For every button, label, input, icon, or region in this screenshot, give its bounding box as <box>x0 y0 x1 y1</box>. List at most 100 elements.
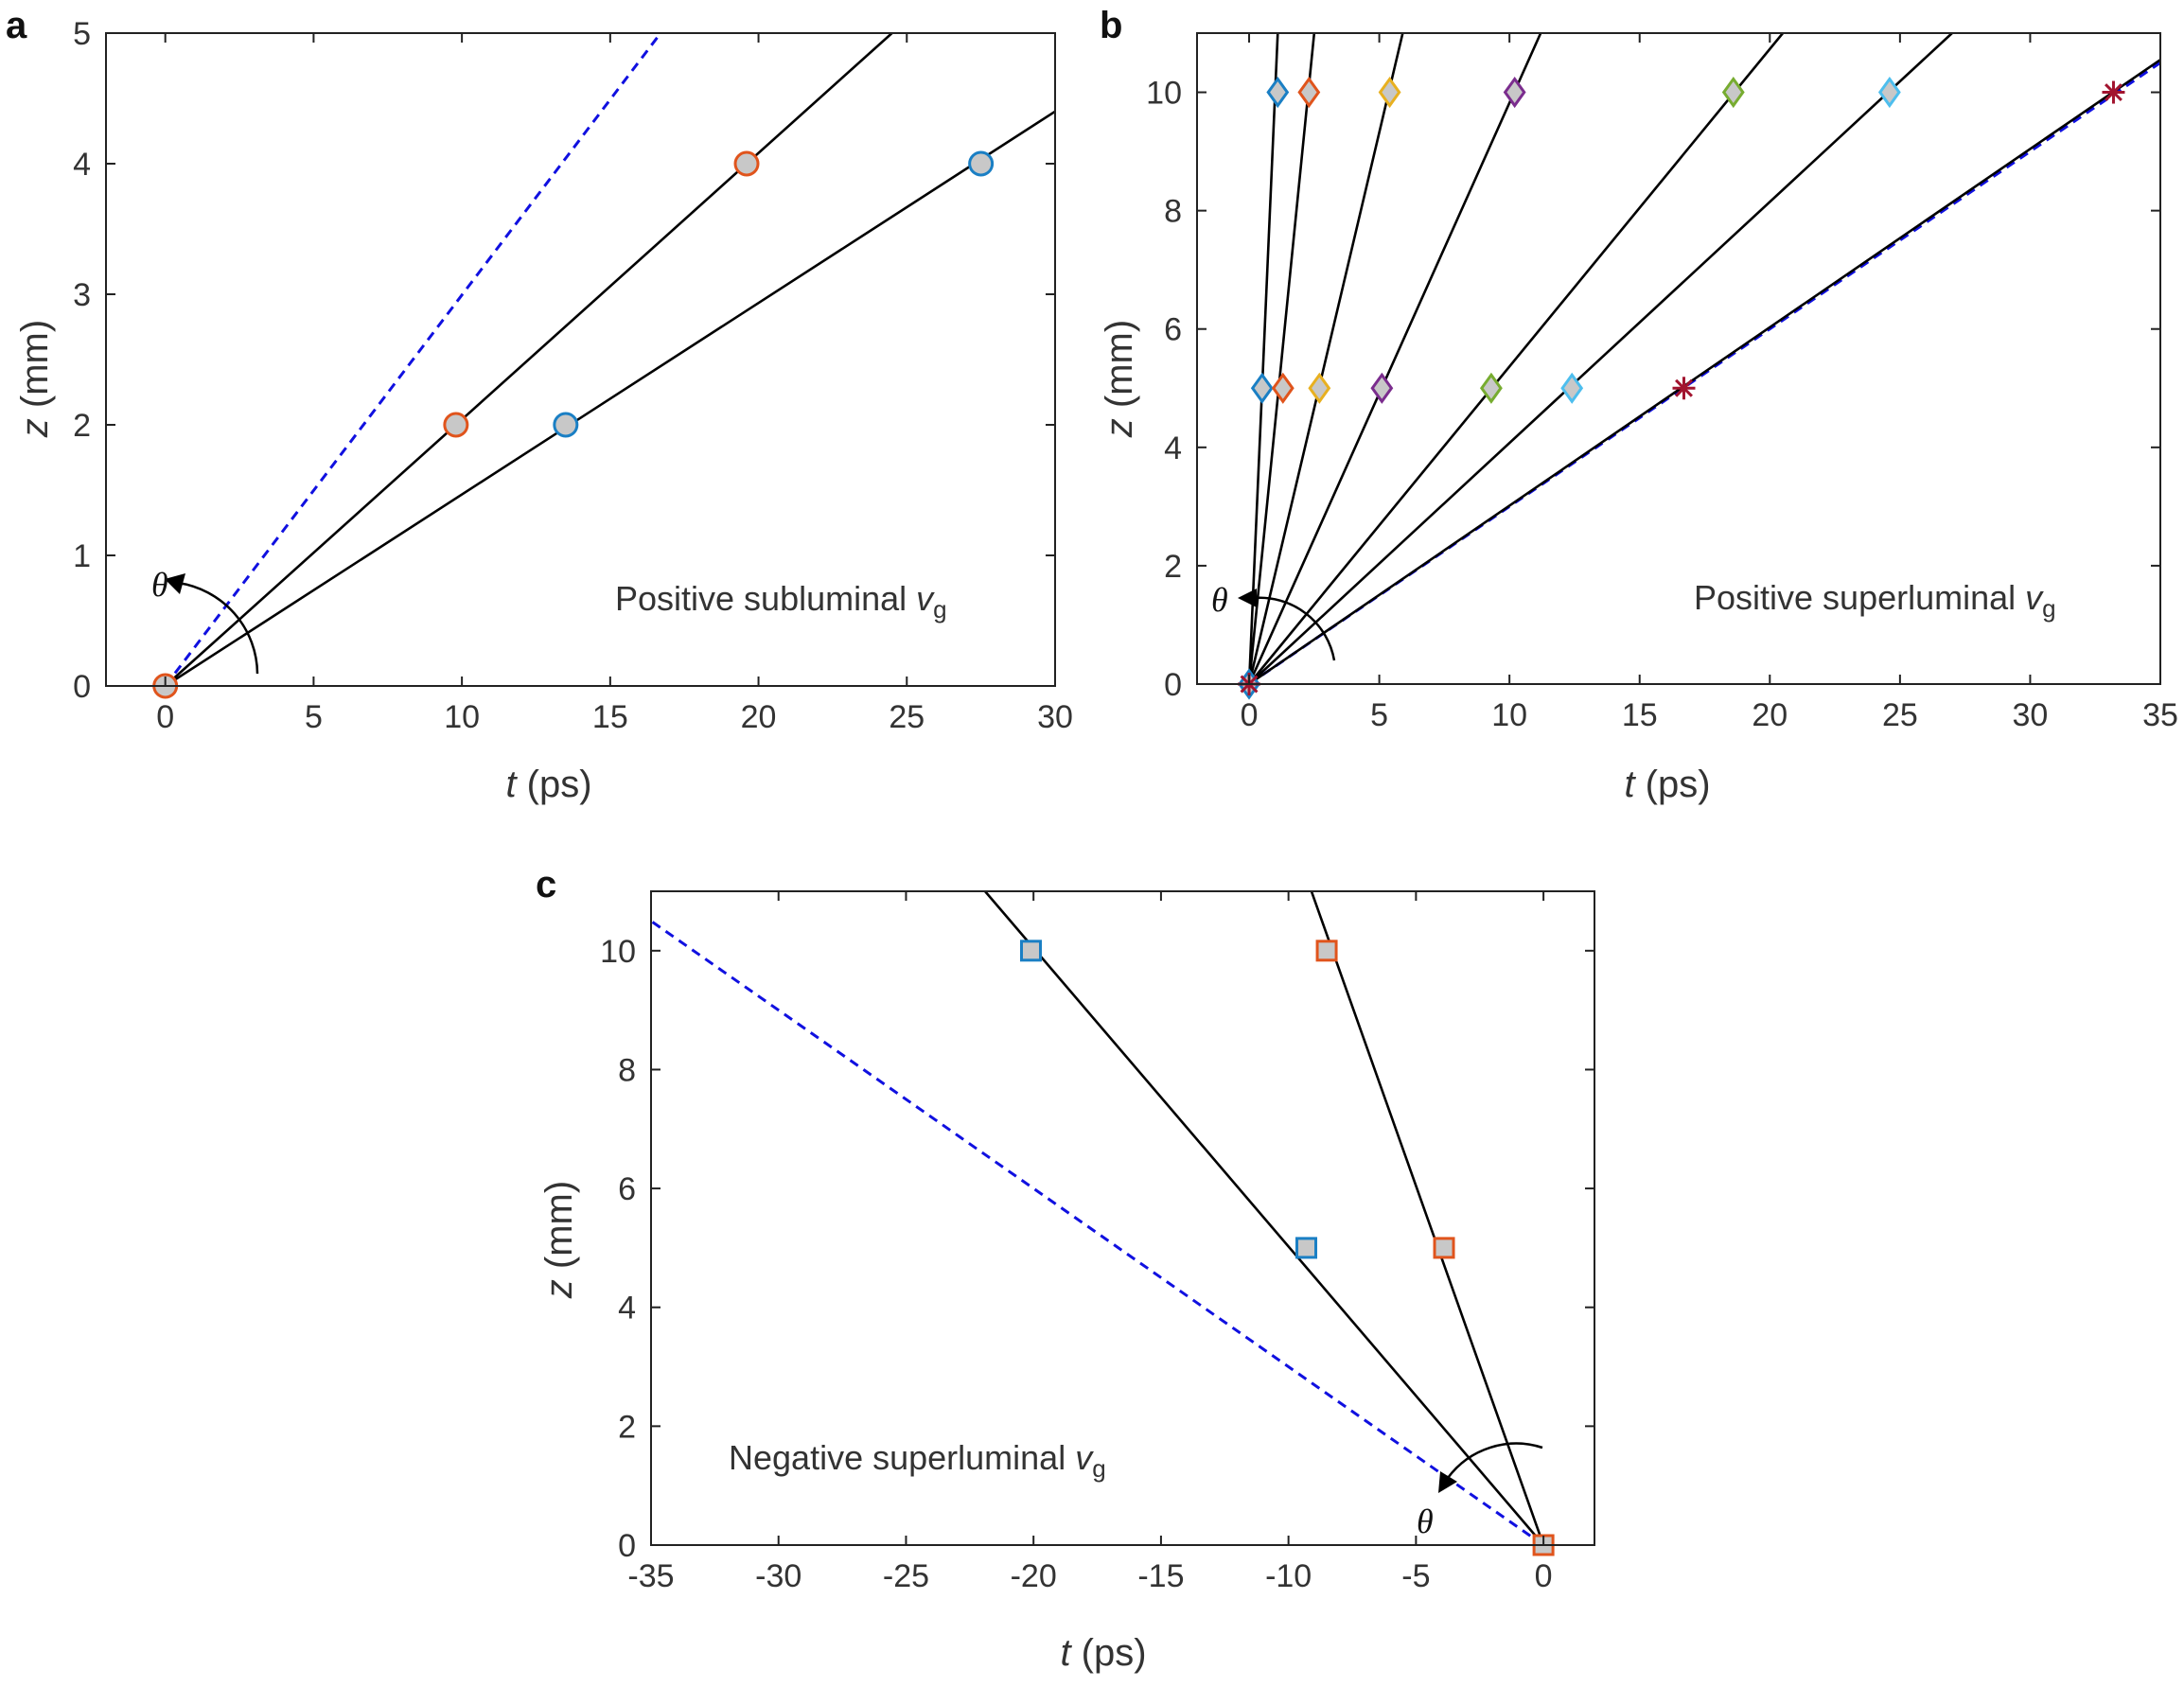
x-tick-label: -35 <box>627 1558 674 1594</box>
data-point-square <box>1433 1237 1455 1259</box>
x-tick-label: 0 <box>1241 697 1259 733</box>
y-tick-label: 10 <box>1146 76 1182 112</box>
data-point-diamond <box>1721 76 1745 109</box>
x-tick-label: 35 <box>2142 697 2178 733</box>
plot-frame <box>105 32 1056 687</box>
y-tick-label: 8 <box>618 1052 636 1088</box>
data-point-diamond <box>1308 372 1331 404</box>
data-point-diamond <box>1271 372 1295 404</box>
x-axis-title: t (ps) <box>505 764 591 805</box>
x-tick-label: 10 <box>444 699 480 735</box>
y-axis-title: z (mm) <box>14 320 56 438</box>
theta-label: θ <box>151 566 168 604</box>
data-point-diamond <box>1250 372 1274 404</box>
data-point-circle <box>733 150 760 177</box>
data-point-square <box>1019 940 1042 962</box>
theta-label: θ <box>1211 581 1228 619</box>
x-axis-title: t (ps) <box>1624 764 1710 805</box>
panel-a: a 0 5 10 15 20 25 30 0 1 2 3 4 5 Positive subluminal… <box>6 5 1073 805</box>
panel-letter-c: c <box>536 864 556 905</box>
y-tick-label: 2 <box>618 1409 636 1445</box>
series-line-1 <box>164 33 893 686</box>
reference-dashed-line <box>164 33 662 686</box>
theta-arrowhead-icon <box>1438 1471 1457 1493</box>
theta-arc <box>1253 596 1336 661</box>
y-tick-label: 2 <box>73 408 91 444</box>
series-line-6 <box>1248 33 1953 684</box>
x-tick-label: 30 <box>2013 697 2049 733</box>
x-tick-label: 15 <box>1622 697 1658 733</box>
reference-dashed-line <box>651 920 1544 1545</box>
series-line-1 <box>984 891 1545 1545</box>
series-line-5 <box>1248 33 1785 684</box>
theta-arrowhead-icon <box>165 573 185 594</box>
y-tick-label: 2 <box>1164 549 1182 585</box>
series-line-2 <box>1310 891 1545 1545</box>
x-tick-label: 25 <box>1882 697 1918 733</box>
y-tick-label: 4 <box>73 147 91 183</box>
x-tick-label: 30 <box>1037 699 1073 735</box>
data-point-diamond <box>1370 372 1394 404</box>
y-tick-label: 0 <box>618 1528 636 1564</box>
series-line-3 <box>1247 33 1404 684</box>
y-tick-label: 1 <box>73 538 91 574</box>
y-tick-label: 4 <box>618 1291 636 1327</box>
x-tick-label: 0 <box>1535 1558 1553 1594</box>
panel-b: b 0 5 10 15 20 25 30 35 0 2 4 6 8 10 Positive superlu… <box>1099 5 2178 805</box>
series-line-1 <box>1247 33 1279 684</box>
theta-arc <box>177 581 259 675</box>
x-tick-label: 20 <box>1752 697 1788 733</box>
panel-letter-b: b <box>1100 5 1122 46</box>
data-point-circle <box>443 412 469 438</box>
data-point-circle <box>968 150 995 177</box>
x-tick-label: -5 <box>1401 1558 1430 1594</box>
series-line-4 <box>1247 33 1542 684</box>
data-point-square <box>1315 940 1338 962</box>
data-point-diamond <box>1297 76 1321 109</box>
x-tick-label: -25 <box>883 1558 929 1594</box>
theta-arc <box>1446 1442 1543 1479</box>
data-point-square <box>1295 1237 1318 1259</box>
data-point-diamond <box>1378 76 1401 109</box>
series-line-2 <box>1247 33 1316 684</box>
x-tick-label: -30 <box>755 1558 801 1594</box>
annotation: Positive superluminal vg <box>1694 578 2056 623</box>
annotation: Positive subluminal vg <box>615 579 947 624</box>
x-tick-label: 25 <box>889 699 925 735</box>
theta-label: θ <box>1417 1502 1434 1540</box>
x-tick-label: 10 <box>1491 697 1527 733</box>
x-tick-label: 15 <box>592 699 628 735</box>
data-point-star <box>2102 80 2125 104</box>
x-tick-label: 20 <box>741 699 777 735</box>
y-tick-label: 10 <box>600 934 636 970</box>
data-point-circle <box>553 412 579 438</box>
x-tick-label: 0 <box>156 699 174 735</box>
y-tick-label: 3 <box>73 277 91 313</box>
y-tick-label: 0 <box>73 669 91 705</box>
annotation: Negative superluminal vg <box>729 1438 1106 1483</box>
data-point-diamond <box>1479 372 1503 404</box>
y-axis-title: z (mm) <box>538 1181 580 1299</box>
x-axis-title: t (ps) <box>1060 1632 1146 1674</box>
data-point-star <box>1672 377 1696 400</box>
y-tick-label: 8 <box>1164 194 1182 230</box>
y-axis-title: z (mm) <box>1099 320 1140 438</box>
data-point-diamond <box>1266 76 1290 109</box>
y-tick-label: 4 <box>1164 431 1182 466</box>
series-line-2 <box>164 110 1055 686</box>
x-tick-label: -10 <box>1265 1558 1312 1594</box>
panel-c: c -35 -30 -25 -20 -15 -10 -5 0 0 2 4 6 8 10 Negative … <box>536 864 1595 1674</box>
x-tick-label: 5 <box>305 699 323 735</box>
y-tick-label: 6 <box>618 1171 636 1207</box>
y-tick-label: 6 <box>1164 312 1182 348</box>
data-point-diamond <box>1560 372 1584 404</box>
y-tick-label: 0 <box>1164 667 1182 703</box>
x-tick-label: 5 <box>1370 697 1388 733</box>
panel-letter-a: a <box>6 5 27 46</box>
data-point-diamond <box>1503 76 1526 109</box>
x-tick-label: -15 <box>1137 1558 1184 1594</box>
series-line-7 <box>1248 59 2160 684</box>
plot-frame <box>1196 32 2161 685</box>
data-point-diamond <box>1877 76 1901 109</box>
